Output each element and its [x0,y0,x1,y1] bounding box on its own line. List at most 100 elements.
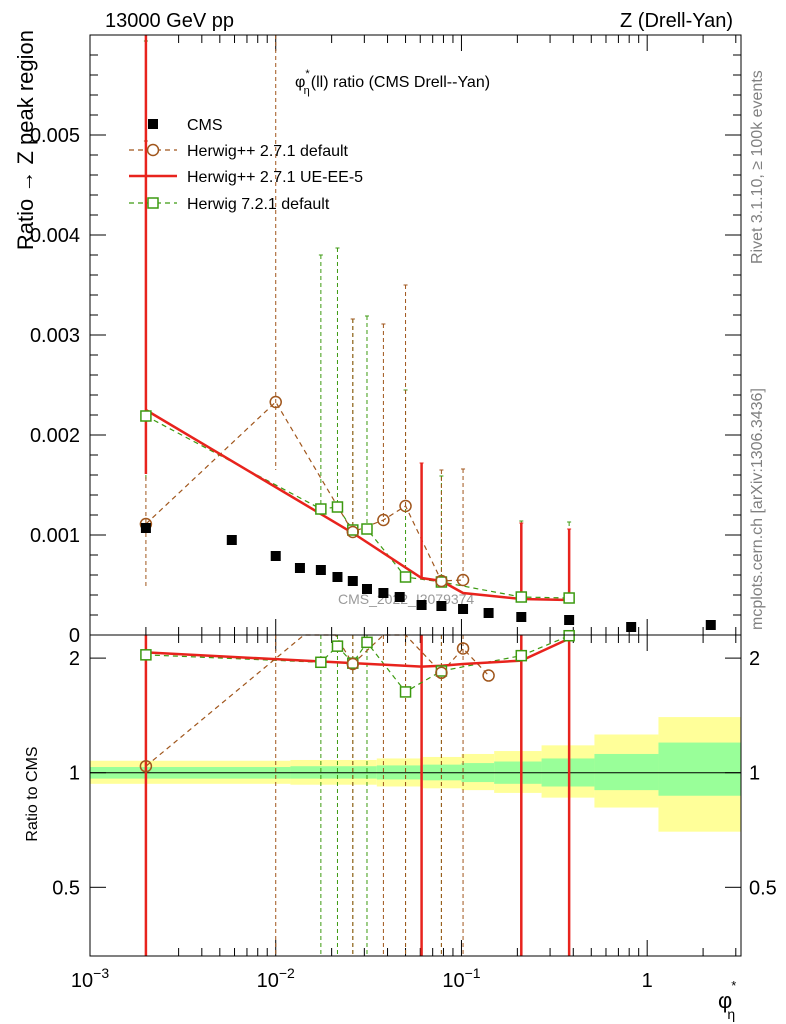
h271-ratio-marker-0 [139,759,153,773]
h271-ratio-line [145,634,490,767]
cms-marker-5 [332,572,343,582]
cms-marker-6 [347,576,358,586]
ratio-tick-label-right-1: 1 [749,763,760,785]
h271-ratio-marker-8 [482,669,495,682]
h721-marker-4 [361,523,373,535]
legend-h721-marker [147,197,159,209]
panel-frames [89,34,742,957]
h721-marker-8 [563,592,575,604]
h721-marker-2 [331,501,344,513]
h721-ratio-marker-8 [563,629,575,642]
legend-label-3: Herwig 7.2.1 default [187,196,330,213]
h721-ratio-marker-4 [361,636,373,649]
xlabel-phi: φ [718,988,732,1013]
ueee5-line [145,408,570,602]
h721-ratio-marker-2 [331,640,344,652]
xlabel-star: * [731,978,736,993]
cms-marker-9 [394,592,405,602]
h721-line [145,415,570,599]
legend: CMS Herwig++ 2.7.1 default Herwig++ 2.7.1 … [129,117,363,213]
h271-marker-3 [377,513,390,527]
x-tick-label-1: 10−2 [257,965,295,992]
x-tick-base-0: 10 [71,970,93,992]
xlabel-eta: η [727,1006,735,1022]
h271-marker-5 [435,574,448,588]
ratio-tick-label-right-0: 0.5 [749,877,777,899]
x-tick-label-0: 10−3 [71,965,109,992]
ratio-tick-label-left-0: 0.5 [52,877,80,899]
y-tick-label-2: 0.002 [30,425,80,447]
cms-marker-0 [140,523,151,533]
main-panel-series [139,34,716,632]
cms-marker-10 [416,600,427,610]
y-tick-label-4: 0.004 [30,225,80,247]
h721-marker-5 [399,571,412,583]
energy-label: 13000 GeV pp [105,10,234,32]
legend-label-2: Herwig++ 2.7.1 UE-EE-5 [187,169,363,186]
plot-title: φ* η(ll) ratio (CMS Drell--Yan) [295,68,490,97]
title-phi: φ [295,74,305,91]
x-tick-exp-2: −1 [465,965,481,981]
x-tick-exp-0: −3 [93,965,109,981]
cms-marker-16 [626,622,637,632]
y-tick-label-5: 0.005 [30,125,80,147]
cms-marker-4 [315,565,326,575]
cms-marker-11 [436,601,447,611]
x-tick-base-1: 10 [257,970,279,992]
x-tick-exp-1: −2 [279,965,295,981]
ratio-panel-frame [89,634,742,957]
cms-marker-14 [516,612,527,622]
ratio-panel-series [139,629,575,956]
h271-ratio-marker-7 [456,642,470,655]
h721-marker-7 [515,591,528,603]
x-axis-label: φ* η [718,978,736,1022]
x-tick-base-2: 10 [442,970,464,992]
h721-marker-1 [315,503,327,515]
ratio-uncertainty-band [90,717,741,832]
h271-line [145,401,464,582]
h721-ratio-marker-1 [315,656,327,669]
h721-ratio-marker-5 [399,686,412,698]
title-rest: (ll) ratio (CMS Drell--Yan) [311,74,490,91]
h721-ratio-marker-7 [515,649,528,662]
cms-marker-1 [226,535,237,545]
h271-ratio-marker-3 [346,657,360,671]
x-tick-label-3: 1 [642,970,653,992]
x-tick-label-2: 10−1 [442,965,480,992]
title-eta: η [304,85,310,97]
cms-marker-17 [705,620,716,630]
band-inner-8 [658,742,741,796]
h271-marker-2 [346,525,360,539]
mcplots-label: mcplots.cern.ch [arXiv:1306.3436] [749,388,766,630]
ratio-tick-label-left-1: 1 [69,763,80,785]
ratio-tick-label-left-2: 2 [69,648,80,670]
h271-marker-6 [456,573,470,587]
process-label: Z (Drell-Yan) [620,10,733,32]
rivet-label: Rivet 3.1.10, ≥ 100k events [749,70,766,264]
cms-marker-12 [458,604,469,614]
cms-marker-3 [294,563,305,573]
title-star: * [305,68,310,80]
y-tick-label-1: 0.001 [30,525,80,547]
cms-marker-8 [378,588,389,598]
legend-label-1: Herwig++ 2.7.1 default [187,143,349,160]
h721-marker-0 [140,410,152,422]
analysis-watermark: CMS_2022_I2079374 [338,591,474,607]
y-tick-label-3: 0.003 [30,325,80,347]
legend-label-0: CMS [187,117,223,134]
h271-ratio-marker-6 [435,666,448,680]
ratio-y-axis-label: Ratio to CMS [24,746,41,841]
legend-cms-marker [148,119,158,129]
band-inner-7 [594,753,659,791]
cms-marker-13 [483,608,494,618]
h271-marker-1 [269,395,282,409]
legend-h271-marker [146,143,160,157]
ratio-tick-label-right-2: 2 [749,648,760,670]
cms-marker-7 [361,584,372,594]
cms-marker-2 [270,551,281,561]
x-tick-base-3: 1 [642,970,653,992]
cms-marker-15 [564,615,575,625]
y-axis-label: Ratio → Z peak region [13,30,38,250]
